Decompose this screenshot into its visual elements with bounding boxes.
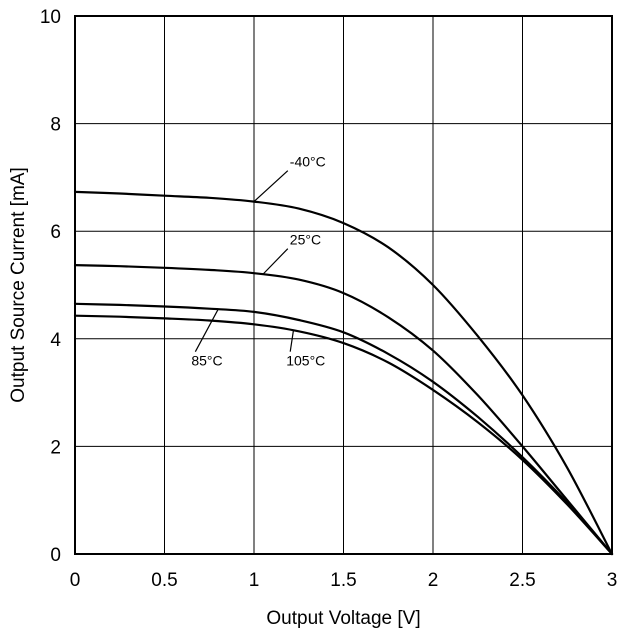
y-tick-label: 4 xyxy=(50,330,61,351)
x-tick-label: 0 xyxy=(70,570,81,591)
series-label: 85°C xyxy=(191,353,222,369)
y-tick-label: 0 xyxy=(50,545,61,566)
x-tick-label: 1.5 xyxy=(330,570,356,591)
x-tick-label: 2 xyxy=(428,570,439,591)
annotation-leader xyxy=(253,170,289,203)
series-label: 25°C xyxy=(290,232,321,248)
series-line-1 xyxy=(73,264,614,556)
x-tick-labels: 0 0.5 1 1.5 2 2.5 3 xyxy=(70,570,618,591)
x-tick-label: 2.5 xyxy=(509,570,535,591)
annotation-leader xyxy=(289,330,294,352)
y-tick-label: 2 xyxy=(50,437,61,458)
y-axis-title: Output Source Current [mA] xyxy=(8,167,29,403)
x-axis-title: Output Voltage [V] xyxy=(266,608,420,629)
y-tick-label: 10 xyxy=(40,7,61,28)
series-label: 105°C xyxy=(286,353,325,369)
series-line-3 xyxy=(73,314,614,556)
x-tick-label: 1 xyxy=(249,570,260,591)
y-tick-labels: 0 2 4 6 8 10 xyxy=(40,7,62,566)
grid xyxy=(74,15,613,555)
x-tick-label: 0.5 xyxy=(151,570,177,591)
series-line-2 xyxy=(73,302,614,556)
annotation-layer: -40°C 25°C 85°C 105°C xyxy=(191,154,325,369)
annotation-leader xyxy=(194,308,219,352)
series-label: -40°C xyxy=(290,154,326,170)
annotation-leader xyxy=(262,248,289,275)
y-tick-label: 6 xyxy=(50,222,61,243)
plot-frame xyxy=(74,15,613,555)
series-line-0 xyxy=(73,190,614,556)
y-tick-label: 8 xyxy=(50,115,61,136)
series-layer xyxy=(73,190,614,556)
x-tick-label: 3 xyxy=(607,570,618,591)
